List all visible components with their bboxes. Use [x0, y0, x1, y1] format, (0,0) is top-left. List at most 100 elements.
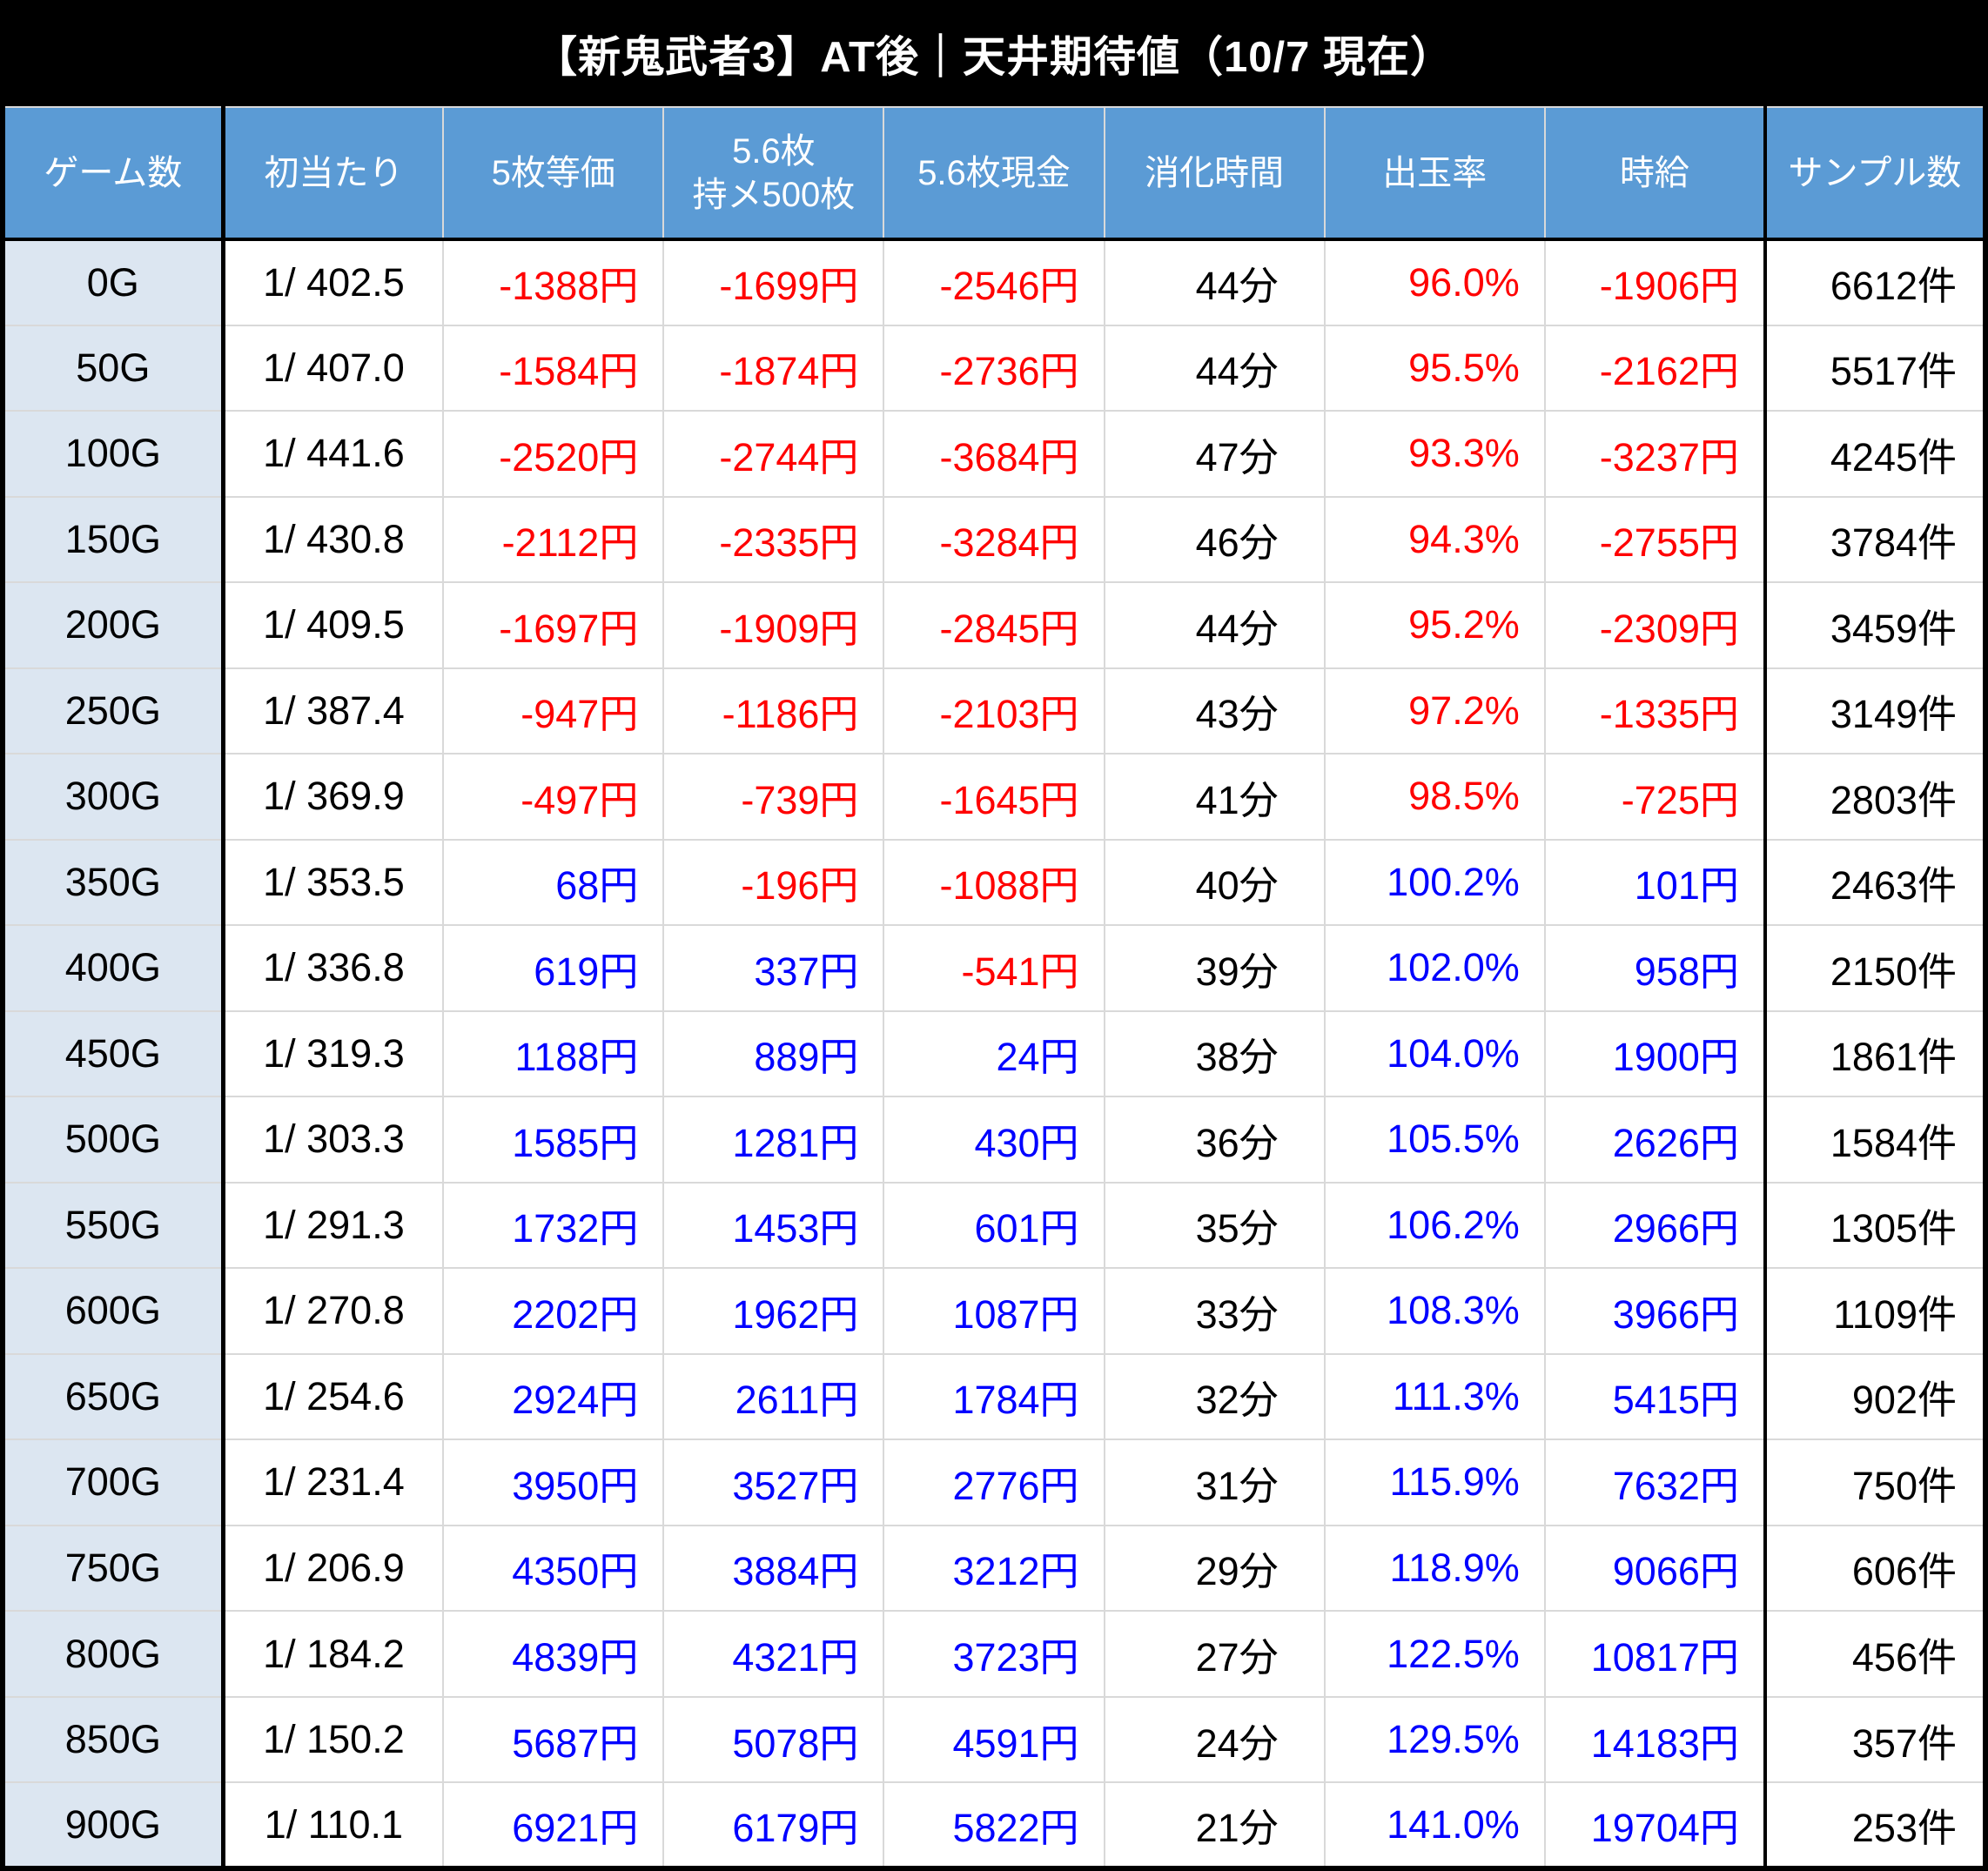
cell-games: 700G [1, 1438, 225, 1526]
cell-ev-56mai-cash: -2546円 [883, 238, 1105, 326]
cell-ev-5mai-touka: 619円 [442, 924, 665, 1012]
cell-ev-56mai-500: 6179円 [662, 1781, 885, 1869]
cell-ev-56mai-cash: 1784円 [883, 1352, 1105, 1441]
cell-first-hit: 1/ 336.8 [222, 924, 445, 1012]
cell-sample-count: 902件 [1763, 1352, 1987, 1441]
table-row: 900G 1/ 110.1 6921円 6179円 5822円 21分 141.0% 1970… [1, 1781, 1987, 1869]
cell-play-time: 43分 [1103, 667, 1326, 755]
cell-play-time: 27分 [1103, 1610, 1326, 1698]
cell-ev-5mai-touka: -1584円 [442, 324, 665, 412]
cell-ev-5mai-touka: -1697円 [442, 581, 665, 669]
cell-ev-56mai-cash: 4591円 [883, 1695, 1105, 1784]
cell-sample-count: 1305件 [1763, 1181, 1987, 1270]
cell-ev-5mai-touka: 1732円 [442, 1181, 665, 1270]
cell-first-hit: 1/ 206.9 [222, 1524, 445, 1613]
cell-first-hit: 1/ 353.5 [222, 838, 445, 927]
cell-payout-rate: 98.5% [1323, 753, 1546, 841]
cell-games: 500G [1, 1096, 225, 1184]
cell-payout-rate: 106.2% [1323, 1181, 1546, 1270]
cell-ev-56mai-500: 1962円 [662, 1267, 885, 1355]
cell-ev-56mai-500: 889円 [662, 1009, 885, 1098]
column-header-play-time: 消化時間 [1103, 106, 1326, 241]
cell-first-hit: 1/ 407.0 [222, 324, 445, 412]
table-row: 850G 1/ 150.2 5687円 5078円 4591円 24分 129.5% 1418… [1, 1695, 1987, 1784]
cell-ev-5mai-touka: -1388円 [442, 238, 665, 326]
column-header-ev-56mai-500: 5.6枚 持メ500枚 [662, 106, 885, 241]
table-row: 50G 1/ 407.0 -1584円 -1874円 -2736円 44分 95.5% -21… [1, 324, 1987, 412]
cell-sample-count: 1584件 [1763, 1096, 1987, 1184]
cell-ev-56mai-cash: -541円 [883, 924, 1105, 1012]
table-row: 800G 1/ 184.2 4839円 4321円 3723円 27分 122.5% 1081… [1, 1610, 1987, 1698]
cell-games: 250G [1, 667, 225, 755]
cell-payout-rate: 129.5% [1323, 1695, 1546, 1784]
cell-payout-rate: 93.3% [1323, 410, 1546, 498]
cell-games: 200G [1, 581, 225, 669]
table-row: 700G 1/ 231.4 3950円 3527円 2776円 31分 115.9% 7632… [1, 1438, 1987, 1526]
cell-ev-56mai-500: -739円 [662, 753, 885, 841]
cell-payout-rate: 96.0% [1323, 238, 1546, 326]
cell-ev-56mai-500: 2611円 [662, 1352, 885, 1441]
cell-first-hit: 1/ 319.3 [222, 1009, 445, 1098]
cell-sample-count: 456件 [1763, 1610, 1987, 1698]
cell-first-hit: 1/ 254.6 [222, 1352, 445, 1441]
cell-ev-5mai-touka: 68円 [442, 838, 665, 927]
cell-ev-56mai-cash: 3723円 [883, 1610, 1105, 1698]
cell-payout-rate: 108.3% [1323, 1267, 1546, 1355]
cell-games: 600G [1, 1267, 225, 1355]
cell-ev-56mai-500: -2744円 [662, 410, 885, 498]
cell-games: 400G [1, 924, 225, 1012]
column-header-payout-rate: 出玉率 [1323, 106, 1546, 241]
column-header-first-hit: 初当たり [222, 106, 445, 241]
cell-first-hit: 1/ 409.5 [222, 581, 445, 669]
cell-ev-5mai-touka: -947円 [442, 667, 665, 755]
cell-hourly-wage: 101円 [1543, 838, 1767, 927]
table-row: 450G 1/ 319.3 1188円 889円 24円 38分 104.0% 1900円 18… [1, 1009, 1987, 1098]
cell-ev-5mai-touka: 5687円 [442, 1695, 665, 1784]
cell-hourly-wage: 14183円 [1543, 1695, 1767, 1784]
cell-ev-56mai-500: 1281円 [662, 1096, 885, 1184]
cell-play-time: 47分 [1103, 410, 1326, 498]
cell-games: 850G [1, 1695, 225, 1784]
cell-ev-5mai-touka: 1188円 [442, 1009, 665, 1098]
cell-sample-count: 3784件 [1763, 495, 1987, 584]
cell-ev-56mai-cash: -3684円 [883, 410, 1105, 498]
cell-ev-56mai-cash: 24円 [883, 1009, 1105, 1098]
column-header-ev-5mai-touka: 5枚等価 [442, 106, 665, 241]
cell-hourly-wage: 10817円 [1543, 1610, 1767, 1698]
cell-hourly-wage: -2309円 [1543, 581, 1767, 669]
column-header-sample-count: サンプル数 [1763, 106, 1987, 241]
cell-payout-rate: 122.5% [1323, 1610, 1546, 1698]
cell-sample-count: 606件 [1763, 1524, 1987, 1613]
cell-play-time: 32分 [1103, 1352, 1326, 1441]
cell-ev-56mai-500: 3884円 [662, 1524, 885, 1613]
cell-hourly-wage: -1906円 [1543, 238, 1767, 326]
cell-hourly-wage: 958円 [1543, 924, 1767, 1012]
cell-hourly-wage: 7632円 [1543, 1438, 1767, 1526]
cell-ev-5mai-touka: 2202円 [442, 1267, 665, 1355]
cell-play-time: 46分 [1103, 495, 1326, 584]
cell-hourly-wage: -1335円 [1543, 667, 1767, 755]
cell-play-time: 44分 [1103, 324, 1326, 412]
cell-ev-56mai-500: -1186円 [662, 667, 885, 755]
cell-sample-count: 2803件 [1763, 753, 1987, 841]
cell-ev-56mai-cash: 3212円 [883, 1524, 1105, 1613]
cell-ev-56mai-cash: -2103円 [883, 667, 1105, 755]
cell-ev-5mai-touka: 1585円 [442, 1096, 665, 1184]
cell-ev-5mai-touka: -497円 [442, 753, 665, 841]
cell-hourly-wage: -725円 [1543, 753, 1767, 841]
cell-play-time: 44分 [1103, 238, 1326, 326]
column-header-ev-56mai-cash: 5.6枚現金 [883, 106, 1105, 241]
cell-ev-56mai-cash: 601円 [883, 1181, 1105, 1270]
expected-value-table: ゲーム数 初当たり 5枚等価 5.6枚 持メ500枚 5.6枚現金 消化時間 出玉率 時給 サン… [0, 106, 1988, 1871]
cell-play-time: 36分 [1103, 1096, 1326, 1184]
table-row: 600G 1/ 270.8 2202円 1962円 1087円 33分 108.3% 3966… [1, 1267, 1987, 1355]
cell-payout-rate: 118.9% [1323, 1524, 1546, 1613]
cell-sample-count: 750件 [1763, 1438, 1987, 1526]
cell-games: 800G [1, 1610, 225, 1698]
column-header-games: ゲーム数 [1, 106, 225, 241]
table-row: 650G 1/ 254.6 2924円 2611円 1784円 32分 111.3% 5415… [1, 1352, 1987, 1441]
cell-play-time: 21分 [1103, 1781, 1326, 1869]
table-row: 0G 1/ 402.5 -1388円 -1699円 -2546円 44分 96.0% -190… [1, 238, 1987, 326]
cell-sample-count: 5517件 [1763, 324, 1987, 412]
cell-ev-56mai-500: 5078円 [662, 1695, 885, 1784]
